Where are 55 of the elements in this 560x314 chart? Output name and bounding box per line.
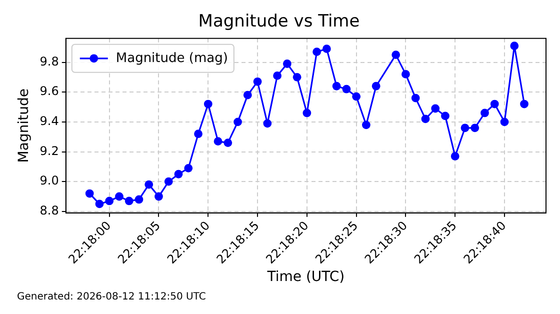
- point: [214, 137, 222, 146]
- point: [194, 130, 202, 138]
- point: [332, 82, 341, 90]
- legend-label: Magnitude (mag): [116, 50, 228, 66]
- point: [164, 177, 173, 186]
- y-tick-label: 9.2: [40, 144, 59, 158]
- point: [441, 112, 450, 120]
- point: [85, 189, 94, 198]
- point: [372, 82, 380, 90]
- point: [480, 108, 489, 118]
- point: [124, 196, 134, 206]
- point: [224, 138, 232, 148]
- point: [470, 124, 480, 132]
- point: [510, 42, 519, 50]
- point: [312, 48, 322, 56]
- point: [154, 192, 163, 201]
- point: [105, 196, 114, 206]
- point: [431, 104, 440, 113]
- point: [322, 44, 331, 54]
- point: [292, 72, 302, 82]
- point: [282, 60, 292, 68]
- point: [273, 71, 282, 80]
- chart-title: Magnitude vs Time: [198, 12, 360, 32]
- point: [362, 120, 370, 130]
- point: [174, 170, 183, 178]
- y-tick-label: 9.0: [40, 174, 59, 188]
- point: [134, 195, 144, 204]
- point: [490, 100, 499, 108]
- point: [243, 90, 252, 100]
- text: Generated: 2026-08-12 11:12:50 UTC: [17, 292, 206, 303]
- y-tick-label: 8.8: [40, 204, 59, 218]
- point: [253, 77, 262, 86]
- point: [234, 118, 242, 126]
- point: [460, 124, 470, 132]
- point: [402, 70, 410, 78]
- x-axis-title: Time (UTC): [266, 269, 345, 286]
- point: [352, 92, 361, 101]
- point: [421, 114, 430, 124]
- point: [520, 100, 528, 108]
- point: [204, 100, 212, 108]
- point: [302, 108, 312, 118]
- point: [342, 84, 351, 94]
- point: [115, 192, 124, 201]
- point: [144, 180, 154, 189]
- point: [392, 50, 400, 60]
- point: [95, 200, 104, 208]
- point: [411, 94, 420, 102]
- y-tick-label: 9.8: [40, 54, 59, 68]
- y-axis-title: Magnitude: [16, 88, 32, 163]
- point: [263, 119, 272, 128]
- point: [184, 164, 193, 172]
- point: [450, 152, 460, 160]
- y-tick-label: 9.4: [40, 114, 59, 128]
- y-tick-label: 9.6: [40, 84, 59, 98]
- point: [500, 118, 509, 126]
